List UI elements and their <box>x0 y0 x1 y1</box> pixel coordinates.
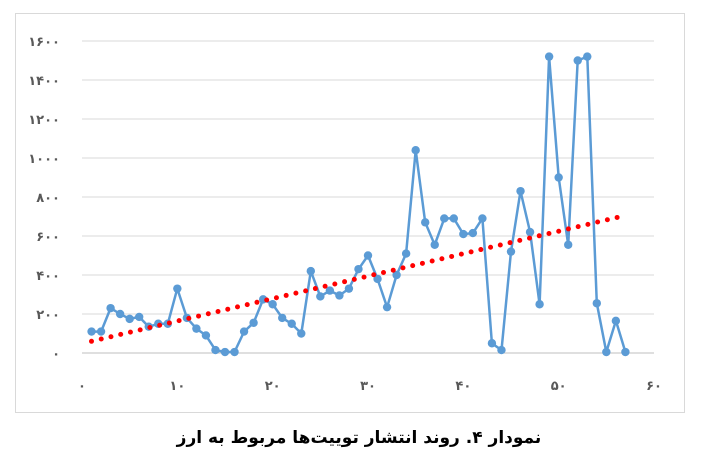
data-point <box>211 345 220 355</box>
data-point <box>506 247 516 256</box>
data-point <box>382 302 392 312</box>
data-point <box>173 284 182 293</box>
data-point <box>573 56 582 65</box>
data-point <box>449 214 458 223</box>
x-tick-label: ۴۰ <box>455 379 471 394</box>
data-series <box>87 52 630 357</box>
data-point <box>440 214 449 223</box>
data-point <box>535 300 544 309</box>
y-axis-tick-labels: ۰ ۲۰۰ ۴۰۰ ۶۰۰ ۸۰۰ ۱۰۰۰ ۱۲۰۰ ۱۴۰۰ ۱۶۰۰ <box>28 35 60 362</box>
data-point <box>487 339 497 348</box>
data-point <box>278 313 287 323</box>
series-line <box>91 55 627 354</box>
data-point <box>239 327 249 336</box>
y-tick-label: ۱۴۰۰ <box>28 74 60 89</box>
data-point <box>554 173 563 182</box>
data-point <box>87 327 96 336</box>
y-tick-label: ۲۰۰ <box>36 308 60 323</box>
y-tick-label: ۸۰۰ <box>36 191 60 206</box>
data-point <box>411 146 420 155</box>
chart-frame: ۰ ۲۰۰ ۴۰۰ ۶۰۰ ۸۰۰ ۱۰۰۰ ۱۲۰۰ ۱۴۰۰ ۱۶۰۰ ۰ ۱۰ ۲۰ ۳۰ ۴۰ ۵… <box>15 13 685 413</box>
x-tick-label: ۰ <box>78 379 86 394</box>
data-point <box>564 240 573 249</box>
x-axis-tick-labels: ۰ ۱۰ ۲۰ ۳۰ ۴۰ ۵۰ ۶۰ <box>78 379 662 394</box>
data-point <box>392 270 401 280</box>
trendline <box>89 213 628 344</box>
data-point <box>96 327 106 336</box>
data-point <box>602 347 611 357</box>
data-point <box>135 312 144 322</box>
data-point <box>192 324 201 333</box>
data-point <box>335 291 344 300</box>
x-tick-label: ۵۰ <box>551 379 567 394</box>
y-tick-label: ۴۰۰ <box>36 269 60 284</box>
x-tick-label: ۳۰ <box>360 379 376 394</box>
data-point <box>220 347 230 357</box>
y-tick-label: ۱۰۰۰ <box>28 152 60 167</box>
x-tick-label: ۶۰ <box>646 379 662 394</box>
data-point <box>125 314 134 324</box>
data-point <box>592 299 601 308</box>
data-point <box>115 309 125 319</box>
data-point <box>421 218 430 227</box>
grid-lines <box>82 40 654 354</box>
data-point <box>468 228 478 238</box>
x-tick-label: ۲۰ <box>265 379 281 394</box>
data-point <box>497 345 506 355</box>
data-point <box>287 319 296 328</box>
data-point <box>249 318 258 327</box>
data-point <box>525 227 535 237</box>
data-point <box>459 229 468 239</box>
data-point <box>478 214 487 223</box>
data-point <box>363 251 373 260</box>
figure-caption: نمودار ۴. روند انتشار توییت‌ها مربوط به … <box>176 428 542 448</box>
data-point <box>373 274 382 284</box>
y-tick-label: ۱۶۰۰ <box>28 35 60 50</box>
data-point <box>611 316 621 326</box>
data-point <box>354 264 363 274</box>
data-point <box>516 186 525 196</box>
data-point <box>306 266 315 276</box>
data-point <box>344 284 354 293</box>
y-tick-label: ۰ <box>52 347 60 362</box>
tweets-line-chart: ۰ ۲۰۰ ۴۰۰ ۶۰۰ ۸۰۰ ۱۰۰۰ ۱۲۰۰ ۱۴۰۰ ۱۶۰۰ ۰ ۱۰ ۲۰ ۳۰ ۴۰ ۵… <box>28 35 662 394</box>
data-point <box>544 52 554 61</box>
data-point <box>325 286 335 295</box>
data-point <box>268 300 277 309</box>
data-point <box>401 249 411 258</box>
data-point <box>297 329 306 338</box>
data-point <box>201 331 211 340</box>
data-point <box>430 240 439 249</box>
data-point <box>621 347 630 357</box>
y-tick-label: ۱۲۰۰ <box>28 113 60 128</box>
x-tick-label: ۱۰ <box>169 379 185 394</box>
data-point <box>583 52 592 61</box>
data-point <box>316 292 325 301</box>
data-point <box>106 303 115 313</box>
data-point <box>230 347 239 357</box>
y-tick-label: ۶۰۰ <box>36 230 60 245</box>
